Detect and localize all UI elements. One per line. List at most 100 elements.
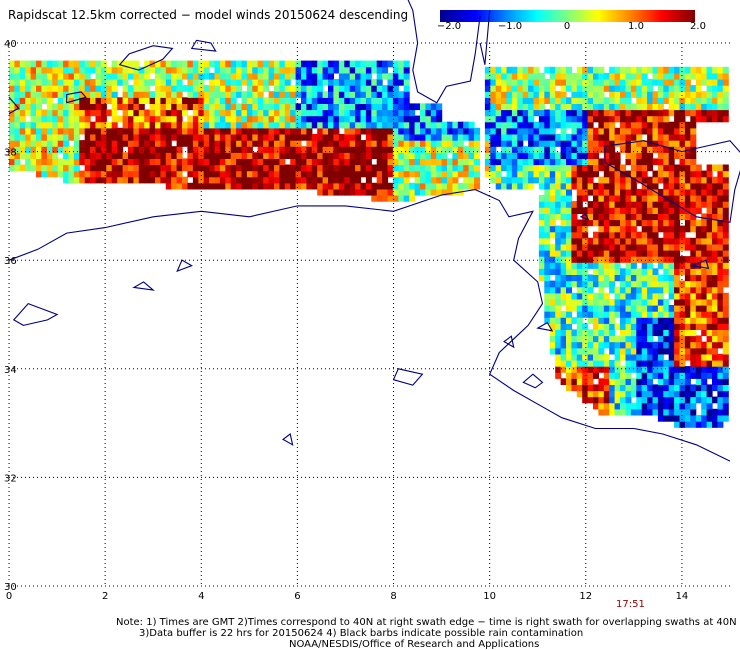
wind-cell [355,182,362,190]
wind-cell [284,91,291,98]
wind-cell [571,347,578,355]
wind-cell [576,305,583,312]
wind-cell [111,176,118,184]
wind-cell [268,72,275,80]
wind-cell [57,66,64,74]
wind-cell [679,268,686,275]
wind-cell [533,72,540,80]
wind-cell [338,176,345,184]
wind-cell [582,378,589,385]
wind-cell [490,72,497,80]
wind-cell [538,182,545,190]
wind-cell [90,134,97,141]
wind-cell [122,164,129,172]
wind-cell [636,341,643,349]
wind-cell [576,176,583,184]
wind-cell [555,360,562,367]
wind-cell [679,109,686,117]
wind-cell [225,146,232,153]
wind-cell [128,66,134,74]
wind-cell [598,127,605,135]
wind-cell [230,164,237,172]
wind-cell [722,317,729,324]
wind-cell [338,146,345,153]
wind-cell [598,360,605,367]
wind-cell [501,109,508,117]
wind-cell [365,103,372,111]
wind-cell [609,170,616,178]
wind-cell [712,182,718,190]
wind-cell [620,109,626,117]
wind-cell [582,109,589,117]
wind-cell [668,243,675,251]
wind-cell [582,298,589,306]
wind-cell [214,140,221,147]
wind-cell [100,72,107,80]
wind-cell [566,97,572,104]
wind-cell [376,146,383,153]
wind-cell [14,97,21,104]
wind-cell [560,353,567,361]
wind-cell [630,225,637,233]
wind-cell [566,121,572,129]
wind-cell [717,164,724,172]
wind-cell [176,176,183,184]
wind-cell [701,262,708,269]
wind-cell [722,66,729,74]
wind-cell [576,243,583,251]
wind-cell [182,103,188,111]
wind-cell [663,134,670,141]
wind-cell [717,317,724,324]
wind-cell [712,378,718,385]
wind-cell [203,66,210,74]
wind-cell [668,176,675,184]
wind-cell [555,243,562,251]
wind-cell [203,164,210,172]
wind-cell [614,72,621,80]
wind-cell [598,243,605,251]
wind-cell [560,298,567,306]
wind-cell [511,121,518,129]
coastline-kerkennah [536,321,554,332]
wind-cell [657,225,664,233]
wind-cell [263,115,270,123]
wind-cell [695,164,702,172]
wind-cell [398,182,405,190]
wind-cell [452,140,459,147]
wind-cell [593,372,599,379]
wind-cell [571,292,578,300]
wind-cell [679,390,686,398]
wind-cell [398,152,405,159]
wind-cell [252,109,259,117]
wind-cell [425,164,432,172]
wind-cell [603,408,610,416]
wind-cell [587,280,594,288]
wind-cell [46,72,53,80]
wind-cell [657,219,664,227]
wind-cell [549,66,556,74]
wind-cell [14,91,21,98]
wind-cell [95,66,102,74]
wind-cell [538,256,545,263]
wind-cell [598,256,605,263]
wind-cell [290,152,297,159]
wind-cell [657,170,664,178]
wind-cell [630,72,637,80]
wind-cell [593,79,599,86]
wind-cell [209,121,216,129]
colorbar-tick: 2.0 [690,21,706,32]
wind-cell [663,323,670,330]
wind-cell [717,195,724,202]
wind-cell [41,140,48,147]
wind-cell [165,164,172,172]
wind-cell [111,72,118,80]
wind-cell [403,109,410,117]
wind-cell [636,66,643,74]
wind-cell [506,72,513,80]
wind-cell [620,66,626,74]
wind-cell [441,188,448,196]
wind-cell [501,140,508,147]
wind-cell [657,311,664,318]
wind-cell [295,176,302,184]
